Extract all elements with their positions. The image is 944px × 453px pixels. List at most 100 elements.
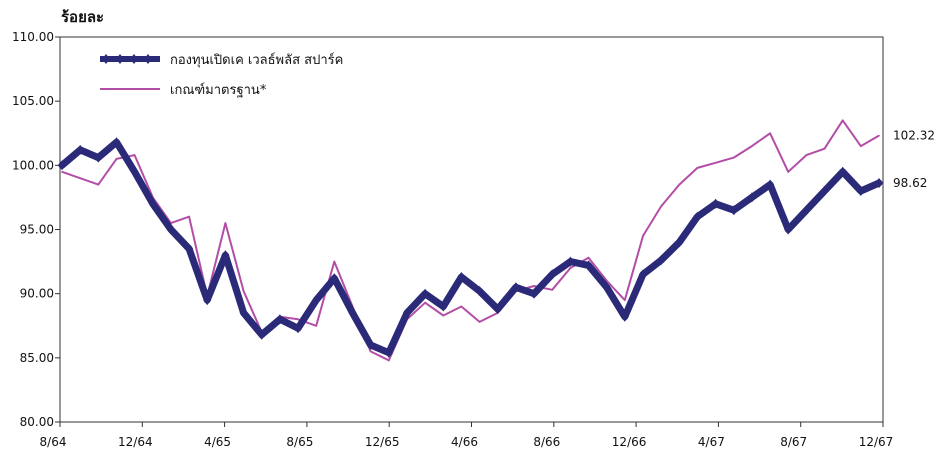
benchmark-data-point xyxy=(533,285,535,287)
legend-fund-marker xyxy=(144,54,152,64)
x-tick-label: 4/65 xyxy=(204,435,231,449)
fund-data-point xyxy=(257,329,266,340)
benchmark-data-point xyxy=(478,321,481,323)
benchmark-data-point xyxy=(678,183,681,186)
y-tick-label: 105.00 xyxy=(12,94,54,108)
fund-data-point xyxy=(766,179,775,190)
benchmark-data-point xyxy=(442,314,445,317)
fund-data-point xyxy=(511,282,520,293)
benchmark-data-point xyxy=(769,132,771,135)
benchmark-data-point xyxy=(61,171,63,173)
benchmark-data-point xyxy=(242,290,245,292)
benchmark-data-point xyxy=(551,289,553,291)
legend-fund-marker xyxy=(102,54,110,64)
fund-data-point xyxy=(221,250,230,261)
benchmark-series-line xyxy=(61,119,880,362)
fund-end-label: 98.62 xyxy=(893,176,927,190)
fund-data-point xyxy=(76,144,85,155)
fund-data-point xyxy=(275,314,284,325)
y-tick-label: 90.00 xyxy=(20,287,54,301)
benchmark-data-point xyxy=(733,156,735,159)
fund-data-point xyxy=(820,186,829,196)
benchmark-data-point xyxy=(605,280,608,282)
fund-data-point xyxy=(493,304,502,315)
fund-data-point xyxy=(384,347,393,358)
fund-data-point xyxy=(166,224,175,235)
benchmark-data-point xyxy=(369,350,372,353)
fund-series-line xyxy=(58,138,883,357)
fund-data-point xyxy=(239,307,248,318)
x-tick-label: 12/65 xyxy=(365,435,400,449)
benchmark-data-point xyxy=(460,305,463,308)
benchmark-data-point xyxy=(188,215,190,218)
benchmark-data-point xyxy=(297,318,299,321)
fund-data-point xyxy=(294,323,302,334)
fund-data-point xyxy=(185,243,194,254)
fund-data-point xyxy=(639,269,647,280)
y-tick-label: 80.00 xyxy=(20,415,54,429)
x-tick-label: 12/64 xyxy=(118,435,153,449)
fund-data-point xyxy=(711,198,720,209)
benchmark-data-point xyxy=(823,147,826,150)
y-tick-label: 100.00 xyxy=(12,158,54,172)
x-tick-label: 8/65 xyxy=(286,435,313,449)
fund-data-point xyxy=(457,272,466,282)
fund-data-point xyxy=(584,260,593,271)
fund-data-point xyxy=(747,192,756,203)
fund-data-point xyxy=(875,178,883,188)
fund-data-point xyxy=(148,198,157,209)
x-tick-label: 8/66 xyxy=(533,435,560,449)
fund-data-point xyxy=(130,166,139,177)
x-tick-label: 4/67 xyxy=(698,435,725,449)
fund-data-point xyxy=(112,137,121,148)
fund-data-point xyxy=(348,307,357,318)
fund-data-point xyxy=(439,301,448,312)
benchmark-end-label: 102.32 xyxy=(893,129,935,143)
benchmark-data-point xyxy=(388,359,390,362)
fund-data-point xyxy=(620,311,629,322)
benchmark-data-point xyxy=(878,134,880,137)
fund-data-point xyxy=(475,286,484,297)
fund-data-point xyxy=(566,256,575,267)
fund-data-point xyxy=(366,340,375,350)
benchmark-data-point xyxy=(696,167,699,169)
fund-data-point xyxy=(675,237,684,248)
fund-data-point xyxy=(657,255,666,266)
benchmark-data-point xyxy=(115,158,118,160)
fund-data-point xyxy=(784,224,793,235)
legend-benchmark-label: เกณฑ์มาตรฐาน* xyxy=(170,82,267,98)
fund-data-point xyxy=(203,295,212,306)
x-tick-label: 12/67 xyxy=(859,435,894,449)
fund-data-point xyxy=(548,269,557,280)
fund-data-point xyxy=(330,273,339,284)
benchmark-data-point xyxy=(97,183,100,186)
benchmark-data-point xyxy=(805,154,808,156)
legend-fund-marker xyxy=(116,54,124,64)
x-tick-label: 8/64 xyxy=(40,435,67,449)
y-tick-label: 110.00 xyxy=(12,30,54,44)
fund-data-point xyxy=(58,160,66,171)
fund-data-point xyxy=(403,307,411,318)
benchmark-data-point xyxy=(624,299,626,301)
fund-data-point xyxy=(94,152,103,163)
fund-data-point xyxy=(312,295,321,306)
benchmark-data-point xyxy=(841,119,844,122)
y-tick-label: 85.00 xyxy=(20,351,54,365)
x-tick-label: 12/66 xyxy=(612,435,647,449)
benchmark-data-point xyxy=(424,301,426,304)
x-tick-label: 8/67 xyxy=(780,435,807,449)
benchmark-data-point xyxy=(642,235,644,237)
x-tick-label: 4/66 xyxy=(451,435,478,449)
benchmark-data-point xyxy=(714,162,717,164)
benchmark-data-point xyxy=(569,267,572,269)
legend-fund-label: กองทุนเปิดเค เวลธ์พลัส สปาร์ค xyxy=(170,52,343,68)
benchmark-data-point xyxy=(860,145,862,147)
benchmark-data-point xyxy=(587,256,590,259)
fund-data-point xyxy=(693,211,702,222)
benchmark-data-point xyxy=(79,177,81,179)
benchmark-data-point xyxy=(333,260,336,263)
benchmark-data-point xyxy=(133,154,136,156)
fund-data-point xyxy=(856,186,865,196)
fund-data-point xyxy=(530,288,538,299)
